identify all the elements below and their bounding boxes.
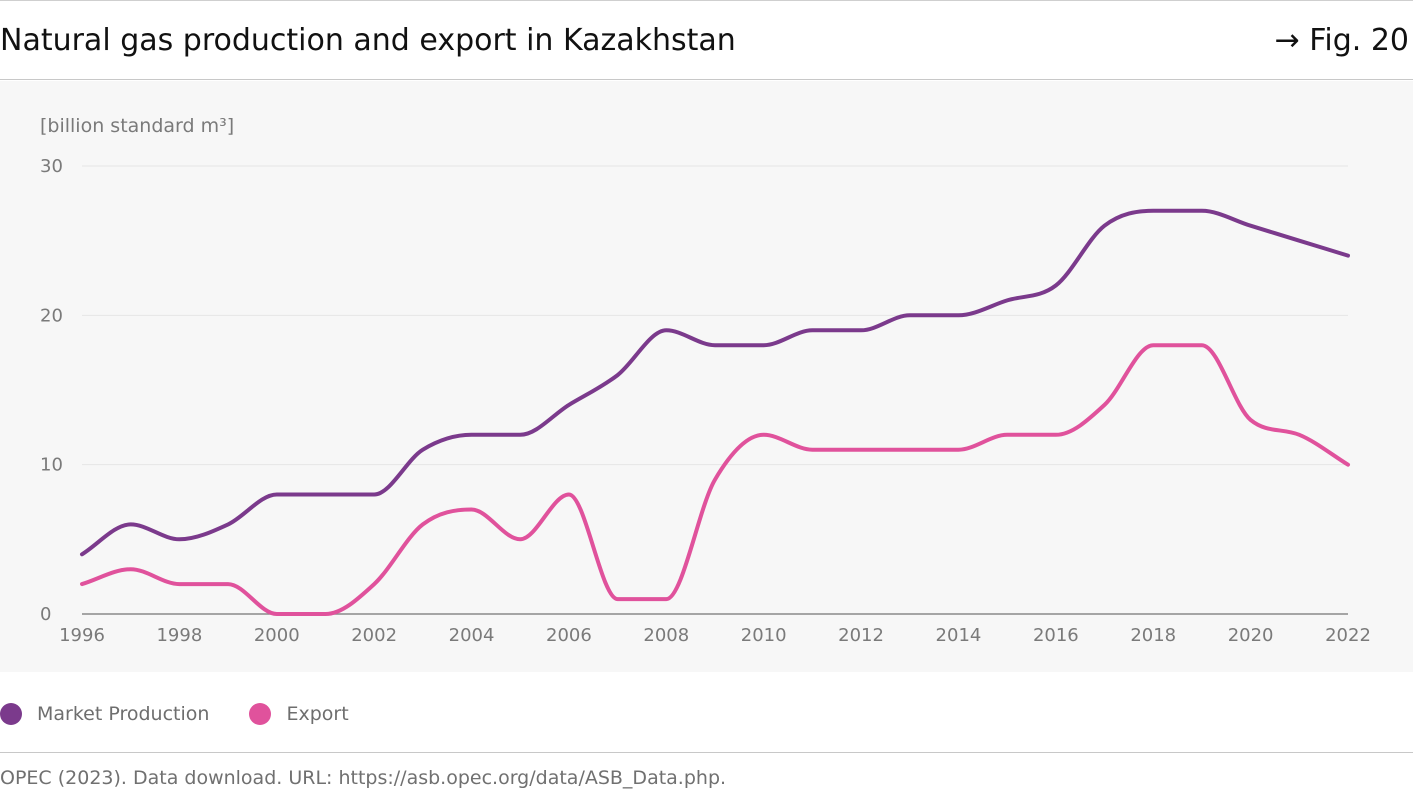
series-line-market-production — [80, 208, 1350, 557]
x-tick-labels: 1996 1998 2000 2002 2004 2006 2008 2010 2012 2014… — [59, 625, 1371, 646]
source-note: OPEC (2023). Data download. URL: https:/… — [0, 767, 727, 789]
x-tick-label-2004: 2004 — [449, 625, 495, 646]
x-tick-label-2018: 2018 — [1130, 625, 1176, 646]
x-tick-label-2016: 2016 — [1033, 625, 1079, 646]
chart-panel: [billion standard m³] 0 10 20 30 1996 1998 20… — [0, 81, 1413, 672]
top-rule — [0, 0, 1413, 1]
y-tick-labels: 0 10 20 30 — [40, 156, 63, 625]
legend-label: Export — [286, 703, 349, 725]
x-tick-label-2010: 2010 — [741, 625, 787, 646]
y-tick-label-30: 30 — [40, 156, 63, 177]
y-axis-unit-label: [billion standard m³] — [40, 115, 234, 137]
x-tick-label-2012: 2012 — [838, 625, 884, 646]
figure-reference-link[interactable]: → Fig. 20 — [1274, 23, 1409, 58]
line-chart: [billion standard m³] 0 10 20 30 1996 1998 20… — [40, 115, 1371, 646]
x-tick-label-2002: 2002 — [351, 625, 397, 646]
x-tick-label-2000: 2000 — [254, 625, 300, 646]
series-line-export — [80, 343, 1350, 616]
x-tick-label-2014: 2014 — [936, 625, 982, 646]
x-tick-label-1998: 1998 — [156, 625, 202, 646]
series-lines — [80, 208, 1350, 616]
legend-label: Market Production — [37, 703, 210, 725]
figure-header: Natural gas production and export in Kaz… — [0, 1, 1413, 80]
gridlines — [82, 165, 1348, 615]
y-tick-label-20: 20 — [40, 305, 63, 326]
legend-marker — [249, 703, 272, 725]
legend-marker — [0, 703, 22, 725]
source-divider — [0, 752, 1413, 753]
legend-item-export[interactable]: Export — [249, 703, 349, 725]
x-tick-label-2020: 2020 — [1228, 625, 1274, 646]
x-tick-label-2006: 2006 — [546, 625, 592, 646]
y-tick-label-0: 0 — [40, 604, 51, 625]
x-tick-label-2022: 2022 — [1325, 625, 1371, 646]
x-tick-label-1996: 1996 — [59, 625, 105, 646]
x-tick-label-2008: 2008 — [643, 625, 689, 646]
chart-legend: Market Production Export — [0, 700, 389, 728]
chart-title: Natural gas production and export in Kaz… — [0, 23, 736, 58]
legend-item-market-production[interactable]: Market Production — [0, 703, 209, 725]
y-tick-label-10: 10 — [40, 455, 63, 476]
